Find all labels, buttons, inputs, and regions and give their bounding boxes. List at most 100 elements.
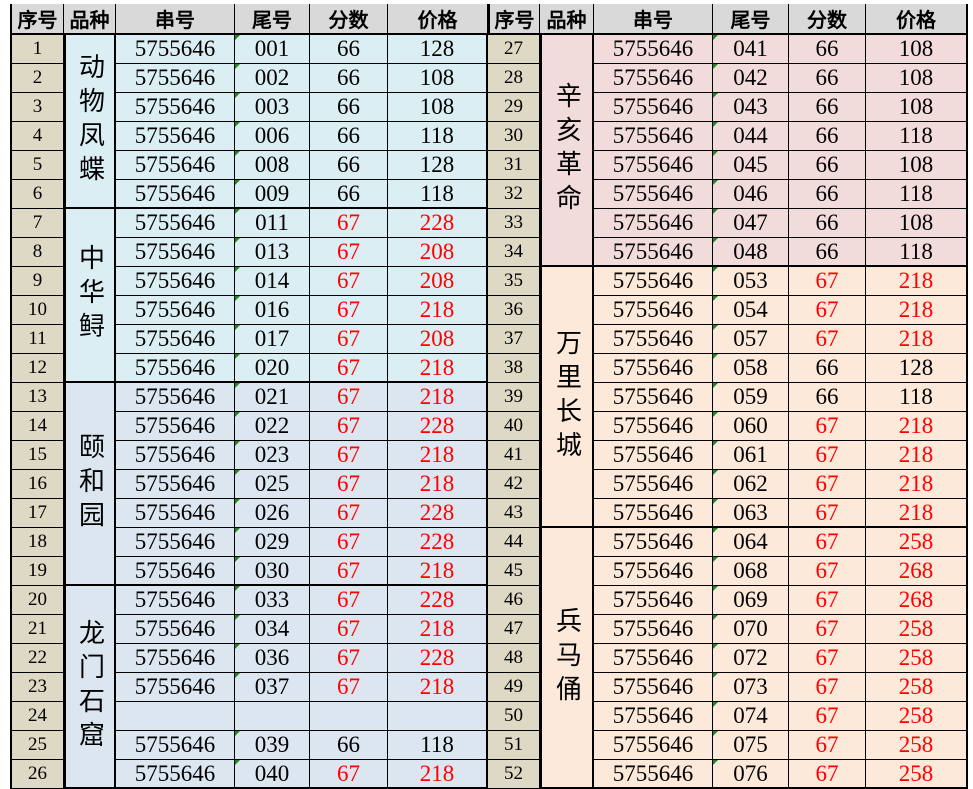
score-cell[interactable]: 67 bbox=[310, 557, 388, 586]
index-cell[interactable]: 27 bbox=[488, 35, 540, 64]
index-cell[interactable]: 4 bbox=[10, 122, 64, 151]
index-cell[interactable]: 42 bbox=[488, 470, 540, 499]
index-cell[interactable]: 43 bbox=[488, 499, 540, 528]
serial-cell[interactable]: 5755646 bbox=[116, 557, 235, 586]
index-cell[interactable]: 33 bbox=[488, 209, 540, 238]
score-cell[interactable]: 67 bbox=[789, 673, 866, 702]
index-cell[interactable]: 47 bbox=[488, 615, 540, 644]
serial-cell[interactable]: 5755646 bbox=[594, 412, 713, 441]
tail-cell[interactable]: 042 bbox=[713, 64, 789, 93]
serial-cell[interactable]: 5755646 bbox=[594, 383, 713, 412]
index-cell[interactable]: 46 bbox=[488, 586, 540, 615]
price-cell[interactable]: 208 bbox=[388, 267, 488, 296]
score-cell[interactable]: 66 bbox=[789, 238, 866, 267]
score-cell[interactable]: 67 bbox=[310, 325, 388, 354]
tail-cell[interactable]: 008 bbox=[235, 151, 310, 180]
score-cell[interactable]: 66 bbox=[789, 383, 866, 412]
price-cell[interactable]: 218 bbox=[388, 760, 488, 789]
price-cell[interactable]: 258 bbox=[866, 731, 968, 760]
score-cell[interactable]: 67 bbox=[310, 760, 388, 789]
tail-cell[interactable]: 033 bbox=[235, 586, 310, 615]
serial-cell[interactable]: 5755646 bbox=[116, 35, 235, 64]
tail-cell[interactable]: 036 bbox=[235, 644, 310, 673]
price-cell[interactable]: 258 bbox=[866, 673, 968, 702]
tail-cell[interactable]: 069 bbox=[713, 586, 789, 615]
score-cell[interactable]: 66 bbox=[789, 35, 866, 64]
price-cell[interactable]: 128 bbox=[388, 35, 488, 64]
tail-cell[interactable]: 011 bbox=[235, 209, 310, 238]
index-cell[interactable]: 25 bbox=[10, 731, 64, 760]
tail-cell[interactable]: 048 bbox=[713, 238, 789, 267]
tail-cell[interactable]: 068 bbox=[713, 557, 789, 586]
index-cell[interactable]: 13 bbox=[10, 383, 64, 412]
score-cell[interactable]: 67 bbox=[789, 702, 866, 731]
variety-group-cell[interactable]: 万里长城 bbox=[540, 267, 594, 528]
index-cell[interactable]: 3 bbox=[10, 93, 64, 122]
price-cell[interactable]: 218 bbox=[388, 383, 488, 412]
index-cell[interactable]: 31 bbox=[488, 151, 540, 180]
score-cell[interactable]: 67 bbox=[789, 586, 866, 615]
index-cell[interactable]: 19 bbox=[10, 557, 64, 586]
price-cell[interactable]: 118 bbox=[388, 122, 488, 151]
price-cell[interactable]: 218 bbox=[388, 470, 488, 499]
index-cell[interactable]: 34 bbox=[488, 238, 540, 267]
score-cell[interactable]: 66 bbox=[789, 93, 866, 122]
price-cell[interactable]: 108 bbox=[866, 209, 968, 238]
price-cell[interactable]: 108 bbox=[866, 35, 968, 64]
price-cell[interactable]: 128 bbox=[866, 354, 968, 383]
serial-cell[interactable]: 5755646 bbox=[116, 209, 235, 238]
serial-cell[interactable]: 5755646 bbox=[594, 180, 713, 209]
tail-cell[interactable]: 054 bbox=[713, 296, 789, 325]
score-cell[interactable]: 66 bbox=[789, 64, 866, 93]
score-cell[interactable]: 66 bbox=[310, 35, 388, 64]
tail-cell[interactable]: 003 bbox=[235, 93, 310, 122]
price-cell[interactable]: 258 bbox=[866, 644, 968, 673]
tail-cell[interactable]: 074 bbox=[713, 702, 789, 731]
tail-cell[interactable]: 046 bbox=[713, 180, 789, 209]
score-cell[interactable]: 67 bbox=[789, 267, 866, 296]
score-cell[interactable]: 67 bbox=[789, 441, 866, 470]
serial-cell[interactable]: 5755646 bbox=[594, 354, 713, 383]
score-cell[interactable]: 66 bbox=[789, 151, 866, 180]
index-cell[interactable]: 11 bbox=[10, 325, 64, 354]
tail-cell[interactable]: 064 bbox=[713, 528, 789, 557]
header-price[interactable]: 价格 bbox=[388, 4, 488, 35]
tail-cell[interactable]: 001 bbox=[235, 35, 310, 64]
index-cell[interactable]: 21 bbox=[10, 615, 64, 644]
index-cell[interactable]: 39 bbox=[488, 383, 540, 412]
tail-cell[interactable]: 013 bbox=[235, 238, 310, 267]
price-cell[interactable]: 218 bbox=[866, 296, 968, 325]
serial-cell[interactable]: 5755646 bbox=[594, 209, 713, 238]
score-cell[interactable]: 67 bbox=[789, 528, 866, 557]
serial-cell[interactable]: 5755646 bbox=[594, 64, 713, 93]
tail-cell[interactable]: 014 bbox=[235, 267, 310, 296]
price-cell[interactable]: 108 bbox=[866, 151, 968, 180]
price-cell[interactable]: 218 bbox=[866, 499, 968, 528]
price-cell[interactable]: 218 bbox=[388, 296, 488, 325]
header-price[interactable]: 价格 bbox=[866, 4, 968, 35]
serial-cell[interactable]: 5755646 bbox=[594, 528, 713, 557]
score-cell[interactable]: 67 bbox=[789, 644, 866, 673]
index-cell[interactable]: 10 bbox=[10, 296, 64, 325]
serial-cell[interactable]: 5755646 bbox=[116, 586, 235, 615]
score-cell[interactable]: 67 bbox=[310, 383, 388, 412]
price-cell[interactable]: 108 bbox=[388, 93, 488, 122]
tail-cell[interactable]: 040 bbox=[235, 760, 310, 789]
index-cell[interactable]: 44 bbox=[488, 528, 540, 557]
serial-cell[interactable]: 5755646 bbox=[116, 441, 235, 470]
index-cell[interactable]: 24 bbox=[10, 702, 64, 731]
tail-cell[interactable]: 047 bbox=[713, 209, 789, 238]
price-cell[interactable]: 118 bbox=[866, 238, 968, 267]
serial-cell[interactable]: 5755646 bbox=[594, 151, 713, 180]
tail-cell[interactable]: 009 bbox=[235, 180, 310, 209]
price-cell[interactable]: 118 bbox=[866, 180, 968, 209]
index-cell[interactable]: 9 bbox=[10, 267, 64, 296]
variety-group-cell[interactable]: 兵马俑 bbox=[540, 528, 594, 789]
index-cell[interactable]: 32 bbox=[488, 180, 540, 209]
price-cell[interactable]: 258 bbox=[866, 702, 968, 731]
score-cell[interactable]: 67 bbox=[310, 412, 388, 441]
serial-cell[interactable]: 5755646 bbox=[594, 586, 713, 615]
header-tail[interactable]: 尾号 bbox=[713, 4, 789, 35]
index-cell[interactable]: 40 bbox=[488, 412, 540, 441]
index-cell[interactable]: 12 bbox=[10, 354, 64, 383]
